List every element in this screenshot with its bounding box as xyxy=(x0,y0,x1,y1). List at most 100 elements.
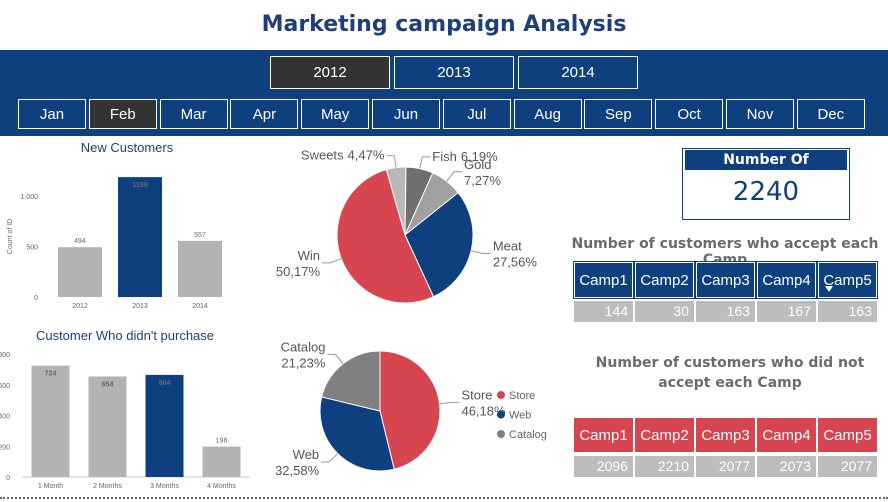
month-button[interactable]: Dec xyxy=(796,99,865,129)
table-value: 2077 xyxy=(696,456,755,477)
table-header: Camp3 xyxy=(696,418,755,452)
month-button[interactable]: Nov xyxy=(726,99,794,129)
data-label: 198 xyxy=(216,438,228,445)
month-button[interactable]: Feb xyxy=(88,99,157,129)
slice-name: Catalog xyxy=(281,339,326,354)
divider xyxy=(0,497,888,499)
data-label: 654 xyxy=(102,381,114,388)
slice-label: Sweets 4,47% xyxy=(301,148,385,163)
table-value: 2210 xyxy=(635,456,694,477)
y-tick-label: 500 xyxy=(26,245,38,252)
data-label: 557 xyxy=(194,232,206,239)
table-value: 144 xyxy=(574,301,633,322)
leader-line xyxy=(446,171,463,182)
slice-label: Web 32,58% xyxy=(275,447,320,478)
data-label: 494 xyxy=(74,238,86,245)
kpi-value: 2240 xyxy=(732,177,800,207)
year-button[interactable]: 2014 xyxy=(518,56,638,89)
slice-name: Store xyxy=(461,387,492,402)
y-axis-label: Count of ID xyxy=(7,219,14,254)
month-button[interactable]: Jul xyxy=(442,99,511,129)
leader-line xyxy=(386,155,397,168)
slice-name: Web xyxy=(293,447,320,462)
table-header: Camp1 xyxy=(573,261,634,299)
x-tick-label: 2 Months xyxy=(93,483,122,490)
table-value: 163 xyxy=(696,301,755,322)
slice-label: Gold 7,27% xyxy=(464,157,501,188)
leader-line xyxy=(419,156,431,169)
chart-title: Customer Who didn't purchase xyxy=(36,328,214,343)
month-button[interactable]: Apr xyxy=(230,99,299,129)
legend-marker xyxy=(497,391,505,399)
table-header: Camp5 xyxy=(817,261,878,299)
table-header: Camp4 xyxy=(756,261,817,299)
bar xyxy=(202,446,241,477)
slice-value: 46,18% xyxy=(461,403,506,418)
table-header: Camp1 xyxy=(574,418,633,452)
table-header: Camp5 xyxy=(818,418,877,452)
bar xyxy=(31,365,70,477)
slice-label: Catalog 21,23% xyxy=(281,339,326,370)
page-title: Marketing campaign Analysis xyxy=(261,12,627,37)
x-tick-label: 1 Month xyxy=(38,483,63,490)
year-button[interactable]: 2012 xyxy=(270,56,390,89)
slice-value: 32,58% xyxy=(275,463,320,478)
y-tick-label: 0 xyxy=(34,295,38,302)
bar xyxy=(88,376,127,477)
pie-slice xyxy=(321,350,381,412)
slice-label: Meat 27,56% xyxy=(493,238,538,269)
leader-line xyxy=(327,353,344,365)
leader-line xyxy=(439,401,460,405)
kpi-title: Number Of Customers xyxy=(685,150,847,188)
slice-label: Store 46,18% xyxy=(461,387,506,418)
bar xyxy=(178,240,222,297)
leader-line xyxy=(471,250,491,254)
table-value: 30 xyxy=(635,301,694,322)
slice-name: Win xyxy=(298,248,320,263)
pie-slice xyxy=(336,169,435,304)
slice-name: Fish xyxy=(432,149,457,164)
bar xyxy=(145,374,184,477)
x-tick-label: 2014 xyxy=(192,303,208,310)
month-button[interactable]: May xyxy=(301,99,370,129)
x-tick-label: 2013 xyxy=(132,303,148,310)
bar xyxy=(58,247,102,297)
data-label: 724 xyxy=(45,371,57,378)
y-tick-label: 400 xyxy=(0,414,10,421)
table-value: 2077 xyxy=(818,456,877,477)
chart-title: New Customers xyxy=(81,140,174,155)
month-button[interactable]: Sep xyxy=(584,99,653,129)
month-button[interactable]: Mar xyxy=(159,99,228,129)
y-tick-label: 0 xyxy=(6,475,10,482)
y-tick-label: 600 xyxy=(0,383,10,390)
x-tick-label: 2012 xyxy=(72,303,88,310)
leader-line xyxy=(321,453,338,463)
table-header: Camp4 xyxy=(757,418,816,452)
slice-value: 21,23% xyxy=(281,355,326,370)
table-value: 167 xyxy=(757,301,816,322)
x-tick-label: 3 Months xyxy=(150,483,179,490)
slice-label: Fish 6,19% xyxy=(432,149,498,164)
legend-label: Store xyxy=(509,390,535,402)
month-button[interactable]: Aug xyxy=(513,99,582,129)
slice-name: Sweets xyxy=(301,148,344,163)
slice-label: Win 50,17% xyxy=(276,248,321,279)
legend-marker xyxy=(497,410,505,419)
leader-line xyxy=(322,258,342,264)
slice-value: 4,47% xyxy=(348,148,385,163)
legend-label: Catalog xyxy=(509,429,547,441)
year-button[interactable]: 2013 xyxy=(394,56,514,89)
data-label: 664 xyxy=(159,380,171,387)
month-button[interactable]: Jun xyxy=(372,99,440,129)
month-button[interactable]: Jan xyxy=(18,99,86,129)
table-header: Camp2 xyxy=(634,261,695,299)
table-value: 2073 xyxy=(757,456,816,477)
slice-name: Meat xyxy=(493,238,522,253)
table-value: 2096 xyxy=(574,456,633,477)
month-button[interactable]: Oct xyxy=(655,99,724,129)
x-tick-label: 4 Months xyxy=(207,483,236,490)
y-tick-label: 800 xyxy=(0,352,10,359)
pie-slice xyxy=(379,350,441,470)
slice-value: 6,19% xyxy=(461,149,498,164)
